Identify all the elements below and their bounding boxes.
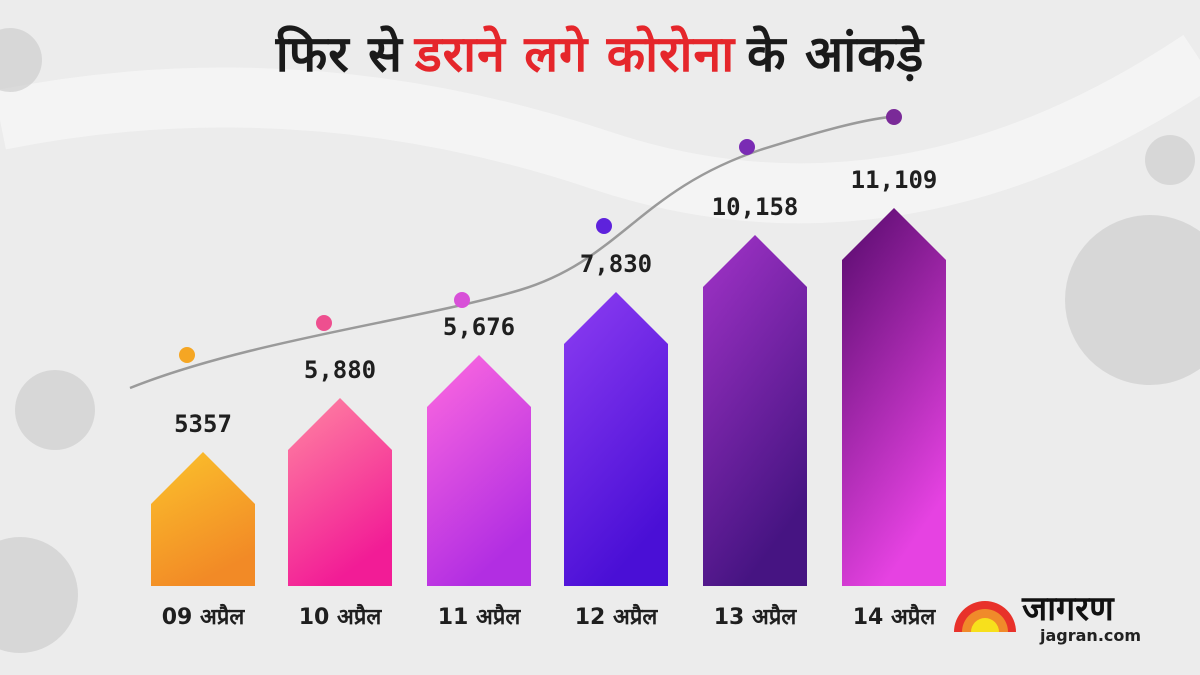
category-label-6: 14 अप्रैल	[853, 603, 937, 630]
category-label-5: 13 अप्रैल	[714, 603, 798, 630]
trend-dot-4	[596, 218, 612, 234]
trend-dot-1	[179, 347, 195, 363]
title-part-1: फिर से	[275, 25, 403, 83]
page-title: फिर से डराने लगे कोरोना के आंकड़े	[0, 18, 1200, 86]
jagran-logo: जागरण jagran.com	[952, 589, 1172, 650]
bar-5	[703, 235, 807, 586]
title-part-2: डराने लगे कोरोना	[414, 25, 736, 83]
bar-6	[842, 208, 946, 586]
logo-name: जागरण	[1022, 589, 1114, 629]
trend-dot-6	[886, 109, 902, 125]
value-label-6: 11,109	[851, 166, 938, 194]
value-label-2: 5,880	[304, 356, 376, 384]
trend-dot-2	[316, 315, 332, 331]
trend-dot-5	[739, 139, 755, 155]
virus-decoration	[0, 28, 1200, 653]
trend-dot-3	[454, 292, 470, 308]
category-label-1: 09 अप्रैल	[162, 603, 246, 630]
bar-3	[427, 355, 531, 586]
value-label-5: 10,158	[712, 193, 799, 221]
value-label-1: 5357	[174, 410, 232, 438]
trend-line	[129, 114, 901, 390]
category-label-4: 12 अप्रैल	[575, 603, 659, 630]
bar-2	[288, 398, 392, 586]
value-label-3: 5,676	[443, 313, 515, 341]
bar-4	[564, 292, 668, 586]
category-label-3: 11 अप्रैल	[438, 603, 522, 630]
logo-url: jagran.com	[1040, 626, 1142, 645]
category-label-2: 10 अप्रैल	[299, 603, 383, 630]
title-part-3: के आंकड़े	[747, 25, 925, 83]
sun-logo-icon	[954, 601, 1016, 632]
bar-1	[151, 452, 255, 586]
value-label-4: 7,830	[580, 250, 652, 278]
